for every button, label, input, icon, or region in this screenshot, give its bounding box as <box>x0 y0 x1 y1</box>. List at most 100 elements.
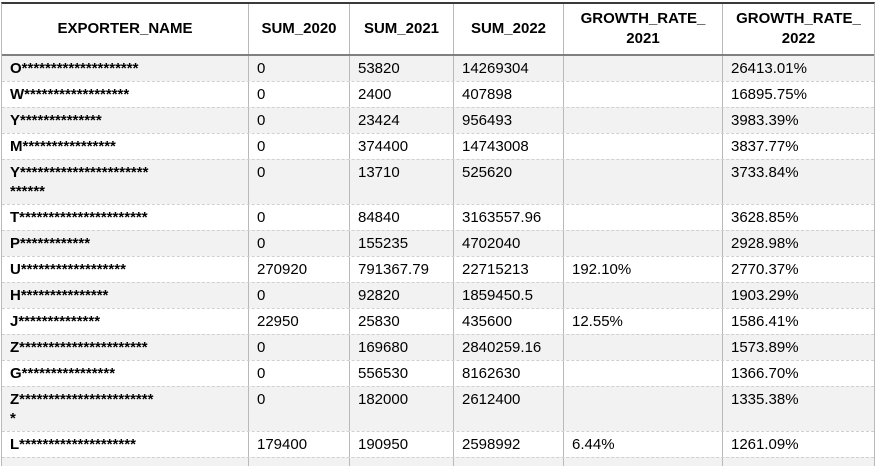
cell-sum-2021[interactable]: 2400 <box>350 82 454 107</box>
cell-growth-2021[interactable] <box>564 283 723 308</box>
cell-sum-2021[interactable]: 92820 <box>350 283 454 308</box>
cell-sum-2020[interactable]: 0 <box>249 205 350 230</box>
cell-growth-2021[interactable] <box>564 231 723 256</box>
cell-exporter[interactable]: U****************** <box>2 257 249 282</box>
table-row: G**************** 0 556530 8162630 1366.70% <box>2 360 874 386</box>
cell-sum-2021[interactable]: 791367.79 <box>350 257 454 282</box>
column-header-sum-2020[interactable]: SUM_2020 <box>249 4 350 54</box>
column-header-sum-2022[interactable]: SUM_2022 <box>454 4 564 54</box>
cell-growth-2022[interactable]: 16895.75% <box>731 86 807 103</box>
cell-growth-2021[interactable] <box>564 108 723 133</box>
cell-sum-2020[interactable]: 0 <box>249 82 350 107</box>
cell-sum-2022[interactable]: 2612400 <box>454 387 564 431</box>
cell-growth-2021[interactable] <box>564 160 723 204</box>
cell-growth-2022[interactable]: 2928.98% <box>731 235 799 252</box>
cell-growth-2021[interactable] <box>564 335 723 360</box>
cell-sum-2022[interactable]: 435600 <box>454 309 564 334</box>
cell-sum-2021[interactable]: 190950 <box>350 432 454 457</box>
cell-growth-2021[interactable] <box>564 56 723 81</box>
cell-sum-2020[interactable]: 0 <box>249 335 350 360</box>
cell-growth-2022[interactable]: 3628.85% <box>731 209 799 226</box>
cell-exporter[interactable]: Z*********************** * <box>2 387 249 431</box>
cell-sum-2022[interactable]: 525620 <box>454 160 564 204</box>
cell-exporter[interactable]: Z********************** <box>2 335 249 360</box>
cell-growth-2021[interactable]: 6.44% <box>564 432 723 457</box>
cell-sum-2022[interactable]: 14743008 <box>454 134 564 159</box>
table-row: Z*********************** * 0 182000 2612400… <box>2 386 874 431</box>
cell-exporter[interactable]: J************** <box>2 309 249 334</box>
cell-sum-2020[interactable]: 179400 <box>249 432 350 457</box>
cell-exporter[interactable]: M**************** <box>2 134 249 159</box>
cell-sum-2022[interactable]: 2598992 <box>454 432 564 457</box>
cell-sum-2020[interactable]: 0 <box>249 108 350 133</box>
cell-sum-2021[interactable]: 53820 <box>350 56 454 81</box>
cell-exporter[interactable]: P************ <box>2 231 249 256</box>
cell-sum-2022[interactable]: 14269304 <box>454 56 564 81</box>
cell-growth-2021[interactable]: 192.10% <box>564 257 723 282</box>
cell-growth-2022[interactable]: 1903.29% <box>731 287 799 304</box>
cell-sum-2022[interactable]: 4702040 <box>454 231 564 256</box>
cell-growth-2021[interactable] <box>564 361 723 386</box>
column-header-growth-rate-2022[interactable]: GROWTH_RATE_ 2022 <box>736 10 861 47</box>
cell-sum-2022[interactable]: 407898 <box>454 82 564 107</box>
cell-growth-2021[interactable] <box>564 205 723 230</box>
table-row: T********************** 0 84840 3163557.96 3… <box>2 204 874 230</box>
cell-sum-2021[interactable]: 556530 <box>350 361 454 386</box>
cell-exporter[interactable]: L******************** <box>2 432 249 457</box>
cell-sum-2020[interactable]: 0 <box>249 283 350 308</box>
cell-exporter[interactable]: O******************** <box>2 56 249 81</box>
cell-growth-2022[interactable]: 3733.84% <box>731 164 799 181</box>
cell-sum-2020[interactable]: 0 <box>249 361 350 386</box>
cell-sum-2022[interactable]: 22715213 <box>454 257 564 282</box>
column-header-sum-2021[interactable]: SUM_2021 <box>350 4 454 54</box>
cell-sum-2020[interactable]: 0 <box>249 231 350 256</box>
cell-exporter[interactable]: H*************** <box>2 283 249 308</box>
cell-sum-2021[interactable]: 155235 <box>350 231 454 256</box>
cell-growth-2022[interactable]: 26413.01% <box>731 60 807 77</box>
cell-sum-2021[interactable]: 84840 <box>350 205 454 230</box>
cell-sum-2020[interactable]: 0 <box>249 134 350 159</box>
cell-growth-2022[interactable]: 1586.41% <box>731 313 799 330</box>
cell-growth-2022[interactable]: 3983.39% <box>731 112 799 129</box>
cell-growth-2021[interactable]: 12.55% <box>564 309 723 334</box>
cell-growth-2022[interactable]: 1335.38% <box>731 391 799 408</box>
cell-sum-2021[interactable]: 25830 <box>350 309 454 334</box>
cell-sum-2022[interactable]: 1859450.5 <box>454 283 564 308</box>
cell-growth-2022[interactable]: 3837.77% <box>731 138 799 155</box>
table-row: Y************** 0 23424 956493 3983.39% <box>2 107 874 133</box>
table-row: U****************** 270920 791367.79 227152… <box>2 256 874 282</box>
cell-sum-2020[interactable]: 22950 <box>249 309 350 334</box>
column-header-exporter-name[interactable]: EXPORTER_NAME <box>2 4 249 54</box>
cell-sum-2022[interactable]: 3163557.96 <box>454 205 564 230</box>
cell-sum-2022[interactable]: 2840259.16 <box>454 335 564 360</box>
cell-sum-2020[interactable]: 0 <box>249 56 350 81</box>
cell-exporter[interactable]: T********************** <box>2 205 249 230</box>
cell-sum-2022[interactable]: 8162630 <box>454 361 564 386</box>
column-header-growth-rate-2021[interactable]: GROWTH_RATE_ 2021 <box>564 4 723 54</box>
cell-exporter[interactable]: Y************** <box>2 108 249 133</box>
table-row: P************ 0 155235 4702040 2928.98% <box>2 230 874 256</box>
cell-growth-2022[interactable]: 2770.37% <box>731 261 799 278</box>
cell-sum-2020[interactable]: 0 <box>249 160 350 204</box>
cell-growth-2022[interactable]: 1366.70% <box>731 365 799 382</box>
table-row: L******************** 179400 190950 2598992… <box>2 431 874 457</box>
cell-growth-2021[interactable] <box>564 82 723 107</box>
cell-growth-2021[interactable] <box>564 387 723 431</box>
cell-sum-2021[interactable]: 13710 <box>350 160 454 204</box>
cell-exporter[interactable]: G**************** <box>2 361 249 386</box>
cell-sum-2020[interactable]: 270920 <box>249 257 350 282</box>
cell-exporter[interactable]: Y********************** ****** <box>2 160 249 204</box>
cell-sum-2021[interactable]: 23424 <box>350 108 454 133</box>
cell-growth-2022[interactable]: 1573.89% <box>731 339 799 356</box>
cell-sum-2022[interactable]: 956493 <box>454 108 564 133</box>
cell-sum-2021[interactable]: 374400 <box>350 134 454 159</box>
cell-sum-2021[interactable]: 169680 <box>350 335 454 360</box>
table-row: Y********************** ****** 0 13710 5256… <box>2 159 874 204</box>
header-row: EXPORTER_NAME SUM_2020 SUM_2021 SUM_2022… <box>2 4 874 56</box>
cell-growth-2022[interactable]: 1261.09% <box>731 436 799 453</box>
cell-growth-2021[interactable] <box>564 134 723 159</box>
cell-sum-2021[interactable]: 182000 <box>350 387 454 431</box>
cell-exporter[interactable]: W****************** <box>2 82 249 107</box>
cell-sum-2020[interactable]: 0 <box>249 387 350 431</box>
